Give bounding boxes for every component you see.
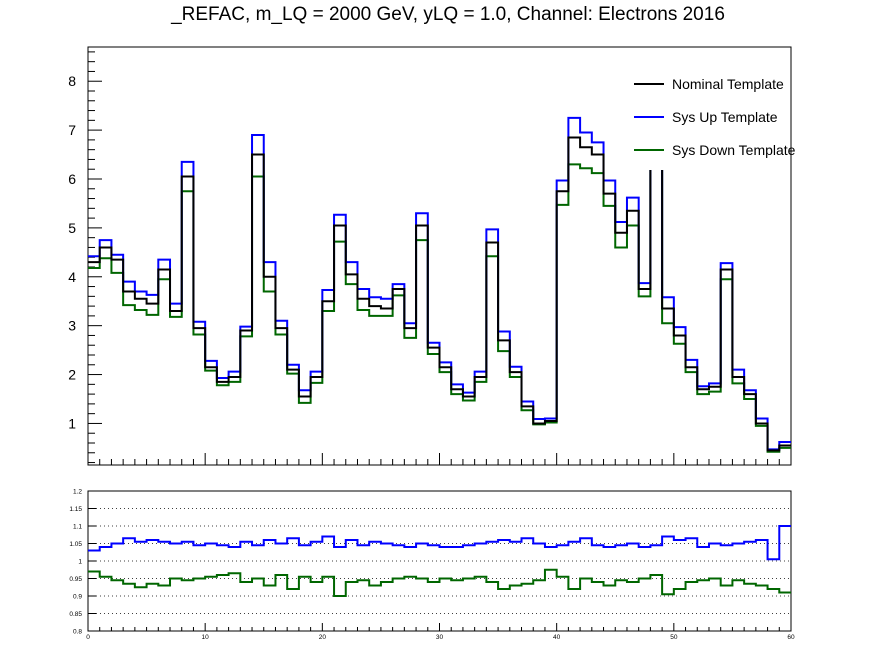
ratio-y-tick-label: 1.2	[73, 489, 82, 496]
y-tick-label: 4	[68, 269, 76, 285]
ratio-y-tick-label: 0.95	[69, 576, 82, 583]
ratio-x-tick-label: 30	[436, 634, 444, 641]
ratio-x-tick-label: 60	[787, 634, 795, 641]
legend-label-sys-down: Sys Down Template	[672, 142, 796, 158]
ratio-y-tick-label: 1.1	[73, 524, 82, 531]
y-tick-label: 6	[68, 171, 76, 187]
ratio-line-sys-up	[88, 525, 791, 561]
y-tick-label: 2	[68, 367, 76, 383]
ratio-plot: 0.8 0.85 0.9 0.95 1 1.05 1.1 1.15 1.2 0 10 20 30 40 5…	[69, 489, 795, 642]
legend-label-sys-up: Sys Up Template	[672, 109, 778, 125]
ratio-y-tick-label: 0.85	[69, 611, 82, 618]
ratio-y-tick-label: 0.8	[73, 629, 82, 636]
main-plot: 1 2 3 4 5 6 7 8 Nominal Template Sys Up Template…	[68, 46, 796, 466]
main-y-axis: 1 2 3 4 5 6 7 8	[68, 51, 102, 464]
ratio-y-tick-label: 1.15	[69, 506, 82, 513]
series-line-nominal	[88, 136, 791, 452]
y-tick-label: 1	[68, 415, 76, 431]
ratio-x-tick-label: 50	[670, 634, 678, 641]
ratio-series-group	[88, 525, 791, 597]
y-tick-label: 7	[68, 122, 76, 138]
ratio-y-tick-label: 0.9	[73, 594, 82, 601]
ratio-y-tick-label: 1	[78, 559, 82, 566]
legend: Nominal Template Sys Up Template Sys Down …	[622, 66, 796, 170]
y-tick-label: 8	[68, 73, 76, 89]
ratio-plot-frame	[87, 490, 792, 632]
ratio-x-tick-label: 40	[553, 634, 561, 641]
ratio-x-axis: 0 10 20 30 40 50 60	[86, 623, 795, 641]
ratio-x-tick-label: 20	[319, 634, 327, 641]
y-tick-label: 5	[68, 220, 76, 236]
ratio-x-tick-label: 10	[202, 634, 210, 641]
ratio-line-sys-down	[88, 568, 791, 597]
ratio-y-tick-label: 1.05	[69, 541, 82, 548]
ratio-x-tick-label: 0	[86, 634, 90, 641]
main-x-axis	[87, 453, 792, 465]
main-series-group	[88, 116, 791, 453]
y-tick-label: 3	[68, 318, 76, 334]
ratio-grid	[88, 508, 791, 614]
ratio-y-axis: 0.8 0.85 0.9 0.95 1 1.05 1.1 1.15 1.2	[69, 489, 96, 636]
chart-title: _REFAC, m_LQ = 2000 GeV, yLQ = 1.0, Chan…	[171, 4, 725, 25]
legend-label-nominal: Nominal Template	[672, 76, 784, 92]
